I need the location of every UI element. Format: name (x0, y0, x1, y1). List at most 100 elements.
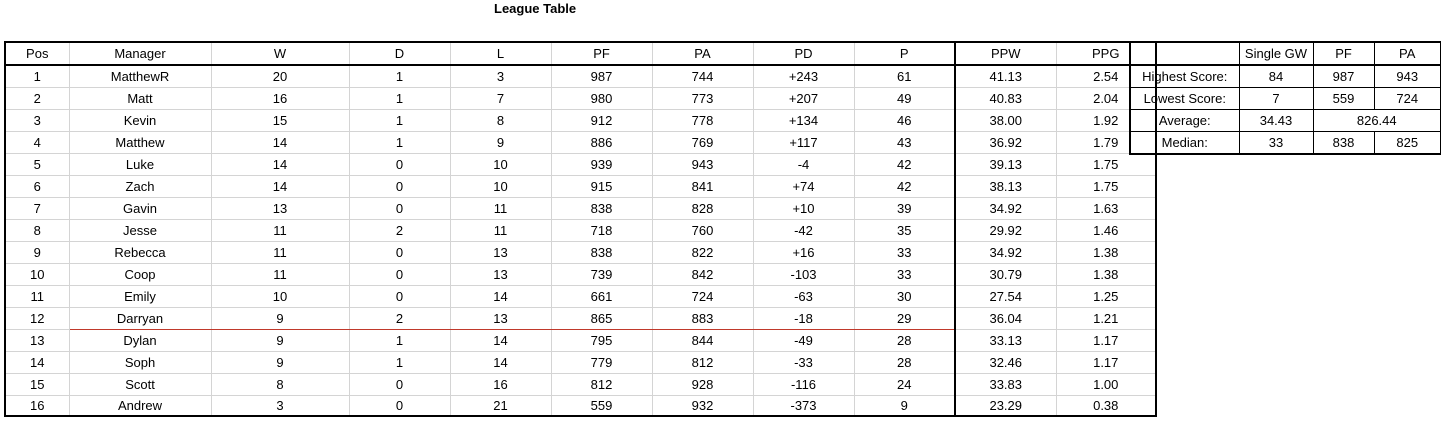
stats-label: Median: (1129, 131, 1240, 155)
header-w: W (210, 41, 350, 66)
cell-pa: 773 (651, 87, 754, 110)
cell-pd: +16 (752, 241, 855, 264)
cell-w: 11 (210, 241, 350, 264)
cell-pa: 822 (651, 241, 754, 264)
cell-d: 0 (348, 373, 451, 396)
cell-pd: +134 (752, 109, 855, 132)
cell-pa: 932 (651, 395, 754, 417)
cell-pf: 739 (550, 263, 653, 286)
cell-ppw: 36.04 (954, 307, 1057, 330)
cell-pa: 812 (651, 351, 754, 374)
cell-pa: 841 (651, 175, 754, 198)
cell-w: 11 (210, 263, 350, 286)
cell-pos: 16 (4, 395, 70, 417)
cell-l: 10 (449, 175, 552, 198)
cell-ppw: 40.83 (954, 87, 1057, 110)
cell-l: 14 (449, 285, 552, 308)
cell-pos: 11 (4, 285, 70, 308)
cell-manager: Soph (68, 351, 212, 374)
cell-manager: Zach (68, 175, 212, 198)
header-pos: Pos (4, 41, 70, 66)
cell-manager: Rebecca (68, 241, 212, 264)
table-row: 16 Andrew 3 0 21 559 932 -373 9 23.29 0.38 (4, 395, 1157, 417)
stats-header-single-gw: Single GW (1238, 41, 1314, 66)
table-row: 5 Luke 14 0 10 939 943 -4 42 39.13 1.75 (4, 153, 1157, 176)
cell-ppw: 32.46 (954, 351, 1057, 374)
cell-pos: 2 (4, 87, 70, 110)
cell-l: 10 (449, 153, 552, 176)
cell-pos: 5 (4, 153, 70, 176)
cell-l: 14 (449, 351, 552, 374)
cell-pd: +74 (752, 175, 855, 198)
cell-ppw: 27.54 (954, 285, 1057, 308)
cell-manager: Scott (68, 373, 212, 396)
stats-pa: 943 (1373, 64, 1441, 88)
cell-pf: 812 (550, 373, 653, 396)
table-row: 4 Matthew 14 1 9 886 769 +117 43 36.92 1.79 (4, 131, 1157, 154)
cell-pf: 838 (550, 241, 653, 264)
cell-pos: 15 (4, 373, 70, 396)
cell-d: 0 (348, 241, 451, 264)
cell-pf: 915 (550, 175, 653, 198)
stats-pf-pa-merged: 826.44 (1312, 109, 1441, 132)
cell-manager: Coop (68, 263, 212, 286)
league-table: Pos Manager W D L PF PA PD P PPW PPG 1 Ma… (4, 41, 1157, 417)
cell-ppg: 1.75 (1055, 153, 1157, 176)
stats-pf: 559 (1312, 87, 1375, 110)
cell-pd: +243 (752, 64, 855, 88)
cell-p: 49 (853, 87, 956, 110)
cell-ppw: 36.92 (954, 131, 1057, 154)
cell-ppg: 1.17 (1055, 329, 1157, 352)
cell-l: 21 (449, 395, 552, 417)
cell-l: 14 (449, 329, 552, 352)
cell-pd: -18 (752, 307, 855, 330)
cell-pf: 718 (550, 219, 653, 242)
league-body: 1 MatthewR 20 1 3 987 744 +243 61 41.13 2.54 2 Matt 1… (4, 64, 1157, 417)
cell-ppg: 1.63 (1055, 197, 1157, 220)
cell-p: 24 (853, 373, 956, 396)
cell-manager: MatthewR (68, 64, 212, 88)
cell-pf: 661 (550, 285, 653, 308)
cell-pa: 943 (651, 153, 754, 176)
cell-pos: 13 (4, 329, 70, 352)
stats-header-row: Single GW PF PA (1129, 41, 1441, 66)
cell-d: 0 (348, 197, 451, 220)
cell-manager: Kevin (68, 109, 212, 132)
stats-row-median: Median: 33 838 825 (1129, 131, 1441, 155)
cell-pos: 4 (4, 131, 70, 154)
cell-pa: 744 (651, 64, 754, 88)
cell-p: 61 (853, 64, 956, 88)
cell-ppg: 1.21 (1055, 307, 1157, 330)
cell-l: 9 (449, 131, 552, 154)
cell-d: 2 (348, 307, 451, 330)
cell-ppw: 38.00 (954, 109, 1057, 132)
cell-pf: 559 (550, 395, 653, 417)
cell-pa: 883 (651, 307, 754, 330)
cell-ppw: 23.29 (954, 395, 1057, 417)
cell-w: 9 (210, 329, 350, 352)
cell-d: 0 (348, 175, 451, 198)
cell-ppw: 38.13 (954, 175, 1057, 198)
cell-manager: Darryan (68, 307, 212, 330)
cell-pd: +207 (752, 87, 855, 110)
cell-ppw: 39.13 (954, 153, 1057, 176)
cell-l: 3 (449, 64, 552, 88)
table-row: 3 Kevin 15 1 8 912 778 +134 46 38.00 1.92 (4, 109, 1157, 132)
cell-manager: Andrew (68, 395, 212, 417)
cell-l: 11 (449, 197, 552, 220)
cell-d: 1 (348, 87, 451, 110)
cell-manager: Matthew (68, 131, 212, 154)
cell-pa: 778 (651, 109, 754, 132)
table-row: 11 Emily 10 0 14 661 724 -63 30 27.54 1.25 (4, 285, 1157, 308)
stats-gw: 84 (1238, 64, 1314, 88)
cell-w: 10 (210, 285, 350, 308)
cell-p: 29 (853, 307, 956, 330)
table-row: 8 Jesse 11 2 11 718 760 -42 35 29.92 1.46 (4, 219, 1157, 242)
page-title: League Table (494, 1, 577, 16)
cell-pf: 912 (550, 109, 653, 132)
header-manager: Manager (68, 41, 212, 66)
cell-p: 35 (853, 219, 956, 242)
cell-pos: 3 (4, 109, 70, 132)
cell-p: 42 (853, 175, 956, 198)
cell-pf: 779 (550, 351, 653, 374)
